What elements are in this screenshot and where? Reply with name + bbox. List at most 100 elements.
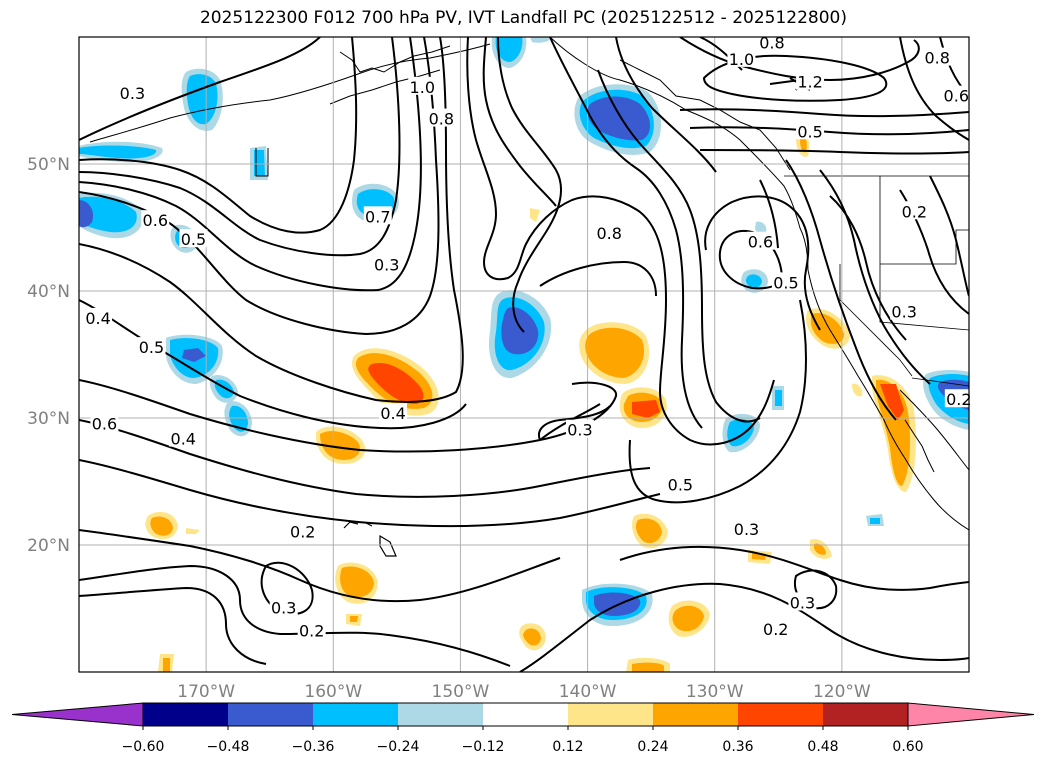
contour-label: 0.3	[890, 301, 919, 322]
svg-text:0.6: 0.6	[143, 211, 168, 230]
colorbar-extend-high	[907, 702, 1035, 727]
svg-text:0.3: 0.3	[271, 599, 296, 618]
negative-patch-small-174	[209, 374, 238, 403]
negative-patch-small-bar-2	[772, 386, 784, 410]
svg-text:0.4: 0.4	[171, 430, 196, 449]
negative-patch-dateline	[79, 192, 144, 239]
contour-label: 0.8	[757, 32, 786, 52]
svg-text:0.2: 0.2	[763, 620, 788, 639]
negative-patch-tiny	[755, 221, 884, 526]
negative-patch-small-126	[741, 269, 768, 293]
positive-patch-155w	[351, 348, 439, 416]
svg-text:0.4: 0.4	[380, 404, 405, 423]
colorbar-cell	[143, 703, 228, 726]
colorbar-tick-label: 0.24	[637, 739, 668, 755]
positive-patch-163w	[315, 426, 366, 464]
positive-patch-east-small	[748, 129, 832, 564]
svg-text:0.2: 0.2	[946, 390, 971, 409]
colorbar-frame	[142, 702, 909, 727]
lon-tick-label: 160°W	[304, 682, 362, 702]
contour-label: 0.2	[944, 389, 973, 409]
contour-label: 0.8	[427, 108, 456, 129]
contour-label: 0.2	[297, 620, 326, 640]
svg-text:0.3: 0.3	[374, 256, 399, 275]
svg-text:0.8: 0.8	[924, 49, 949, 68]
contour-label: 0.3	[788, 592, 817, 612]
longitude-tick-labels: 170°W 160°W 150°W 140°W 130°W 120°W	[177, 682, 871, 702]
lat-tick-label: 20°N	[27, 536, 70, 556]
svg-text:0.3: 0.3	[567, 421, 592, 440]
svg-text:1.0: 1.0	[410, 78, 435, 97]
colorbar-tick-label: −0.48	[207, 739, 250, 755]
positive-patch-baja	[872, 375, 916, 492]
svg-text:0.4: 0.4	[85, 309, 110, 328]
lat-tick-label: 50°N	[27, 155, 70, 175]
contour-label: 0.3	[732, 518, 761, 539]
colorbar-cell	[738, 703, 823, 726]
contour-label: 0.4	[379, 403, 408, 423]
contour-label: 0.5	[666, 474, 695, 494]
positive-patch-135w-south	[632, 513, 668, 549]
svg-text:0.5: 0.5	[181, 230, 206, 249]
svg-text:1.2: 1.2	[797, 73, 822, 92]
contour-label: 0.6	[942, 85, 971, 106]
negative-patch-north-coast	[574, 84, 662, 155]
colorbar-tick-label: 0.12	[552, 739, 583, 755]
contour-label: 0.3	[118, 83, 147, 103]
svg-text:0.5: 0.5	[797, 122, 822, 141]
contour-label: 0.3	[269, 597, 298, 618]
contour-label: 1.0	[727, 48, 756, 69]
lon-tick-label: 120°W	[813, 682, 871, 702]
colorbar-tick-label: 0.36	[722, 739, 753, 755]
contour-labels: 1.0 0.8 0.3 0.6 0.5 0.4 0.5 0.6 0.4 0.7 0.3 0.4 0.8 0…	[84, 32, 973, 640]
map-title: 2025122300 F012 700 hPa PV, IVT Landfall…	[199, 8, 847, 28]
gridlines	[79, 37, 969, 672]
svg-text:0.2: 0.2	[290, 522, 315, 541]
negative-patch-small-bar	[250, 146, 268, 180]
contour-label: 0.2	[761, 619, 790, 639]
negative-patch-west-edge	[79, 141, 163, 163]
negative-patch-aleutian	[181, 68, 223, 131]
latitude-tick-labels: 20°N 30°N 40°N 50°N	[27, 155, 70, 556]
colorbar-tick-label: −0.12	[462, 739, 505, 755]
svg-text:0.2: 0.2	[299, 621, 324, 640]
colorbar-tick-label: 0.60	[892, 739, 923, 755]
positive-patch-158w	[335, 562, 378, 604]
positive-patch-131w-south	[668, 600, 710, 637]
svg-text:0.3: 0.3	[790, 593, 815, 612]
lon-tick-label: 130°W	[686, 682, 744, 702]
contour-label: 0.5	[771, 272, 800, 292]
svg-text:0.6: 0.6	[944, 87, 969, 106]
contour-label: 0.3	[372, 254, 401, 275]
contour-label: 1.2	[796, 71, 825, 92]
contour-label: 0.5	[179, 229, 208, 249]
svg-text:0.2: 0.2	[902, 202, 927, 221]
colorbar-tick-label: 0.48	[807, 739, 838, 755]
svg-text:0.3: 0.3	[891, 303, 916, 322]
lat-tick-label: 30°N	[27, 409, 70, 429]
plot-frame	[78, 36, 970, 673]
colorbar-tick-label: −0.24	[377, 739, 420, 755]
contour-label: 0.7	[363, 206, 392, 226]
negative-patch-small-171	[224, 401, 252, 437]
colorbar: −0.60 −0.48 −0.36 −0.24 −0.12 0.12 0.24 0.36 0.4…	[11, 702, 1035, 755]
positive-patch-139w	[579, 322, 650, 384]
political-borders	[784, 175, 969, 387]
positive-patch-tiny-north	[530, 208, 863, 397]
contour-label: 0.4	[169, 428, 198, 449]
svg-text:0.3: 0.3	[120, 84, 145, 103]
coastlines	[89, 37, 969, 557]
colorbar-cell	[483, 703, 568, 726]
contour-label: 0.2	[900, 201, 929, 221]
lon-tick-label: 140°W	[559, 682, 617, 702]
svg-text:0.5: 0.5	[668, 475, 693, 494]
positive-patch-tiny-south	[158, 614, 670, 672]
svg-text:0.5: 0.5	[139, 338, 164, 357]
colorbar-tick-label: −0.60	[122, 739, 165, 755]
positive-patch-174w	[145, 511, 200, 540]
negative-patch-145w	[488, 290, 552, 379]
svg-text:0.8: 0.8	[596, 224, 621, 243]
svg-text:0.6: 0.6	[92, 414, 117, 433]
contour-label: 0.3	[565, 419, 594, 440]
